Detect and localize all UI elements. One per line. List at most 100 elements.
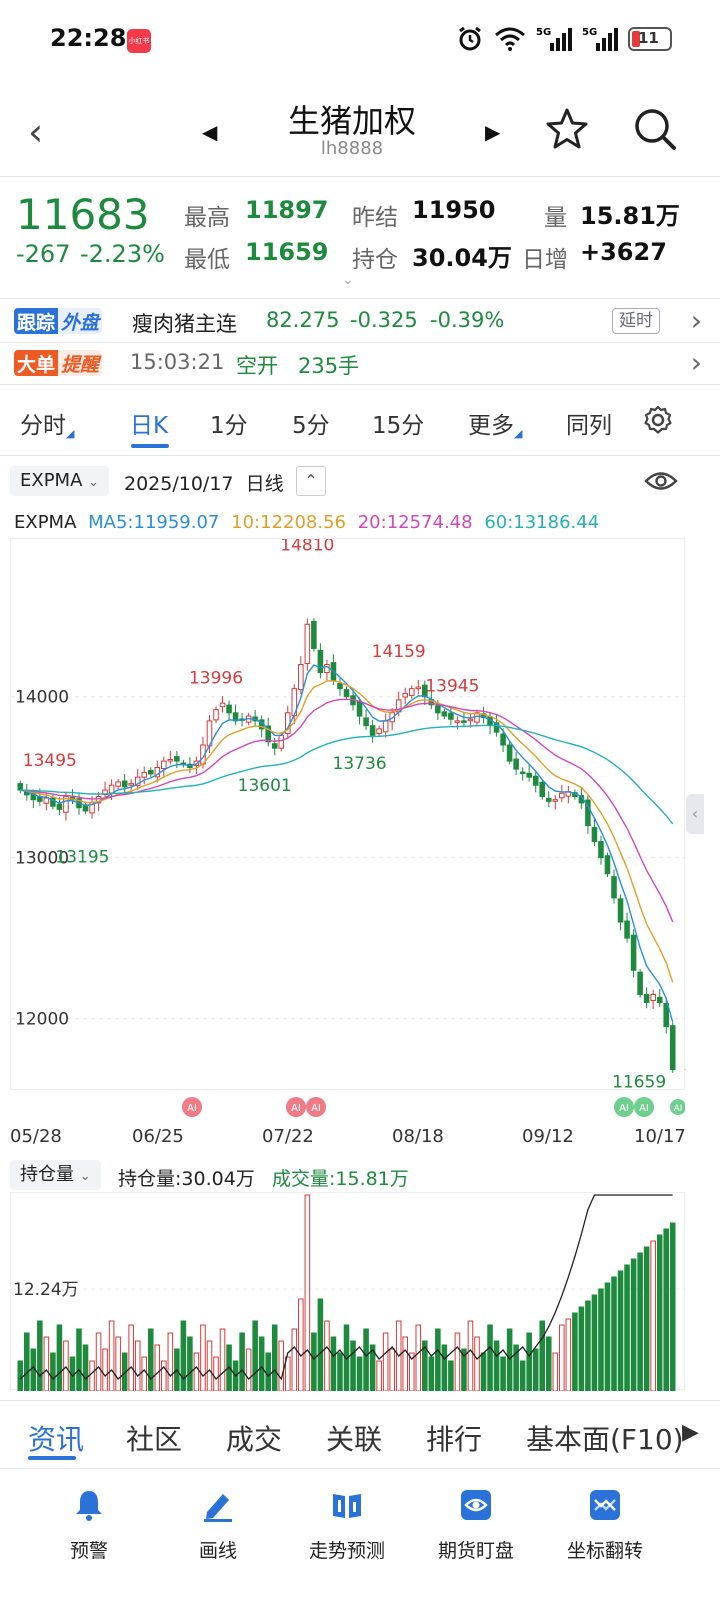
- battery-icon: 11: [628, 27, 672, 51]
- position-select[interactable]: 持仓量 ⌄: [10, 1160, 101, 1190]
- side-panel-handle-icon[interactable]: ‹: [686, 794, 704, 834]
- chevron-right-icon[interactable]: ›: [690, 304, 702, 337]
- volume-chart[interactable]: 12.24万: [10, 1192, 686, 1392]
- tab-news[interactable]: 资讯: [28, 1423, 85, 1456]
- candle-body: [271, 743, 278, 749]
- chevron-right-icon[interactable]: ›: [690, 346, 702, 379]
- search-icon[interactable]: [632, 106, 678, 152]
- price-change: -267: [16, 240, 71, 268]
- volume-bar: [578, 1306, 585, 1392]
- gear-icon[interactable]: [642, 404, 674, 436]
- volume-value: 15.81万: [580, 202, 680, 230]
- volume-bar: [572, 1312, 578, 1392]
- candle-body: [532, 775, 539, 786]
- dock-trend-forecast[interactable]: 走势预测: [282, 1488, 412, 1563]
- volume-bar: [585, 1300, 591, 1392]
- open-interest-value: 30.04万: [412, 244, 512, 272]
- volume-bar: [441, 1344, 448, 1392]
- volume-bar: [545, 1336, 552, 1392]
- volume-bar: [598, 1288, 604, 1392]
- tab-5min[interactable]: 5分: [292, 413, 330, 439]
- overseas-track-row[interactable]: 跟踪 外盘 瘦肉猪主连 82.275 -0.325 -0.39% 延时 ›: [0, 300, 720, 342]
- status-bar: 22:28 小红书 5G 5G 11: [0, 0, 720, 80]
- bell-icon: [76, 1491, 102, 1521]
- volume-bar: [50, 1352, 56, 1392]
- collapse-button[interactable]: ⌃: [296, 466, 326, 496]
- tab-related[interactable]: 关联: [326, 1423, 383, 1456]
- volume-bar: [76, 1328, 82, 1392]
- candle-body: [226, 704, 232, 714]
- divider: [0, 1400, 720, 1401]
- dock-alert[interactable]: 预警: [24, 1488, 154, 1563]
- volume-bar: [108, 1320, 115, 1392]
- last-price: 11683: [16, 190, 150, 239]
- pen-icon: [204, 1494, 232, 1522]
- big-order-time: 15:03:21: [130, 350, 225, 374]
- dock-draw[interactable]: 画线: [153, 1488, 283, 1563]
- scroll-right-arrow-icon[interactable]: ▶: [682, 1420, 699, 1445]
- volume-bar: [389, 1348, 395, 1392]
- volume-svg: 12.24万: [11, 1194, 686, 1392]
- candle-body: [134, 776, 141, 787]
- tab-15min[interactable]: 15分: [372, 413, 425, 439]
- dock-futures-watch[interactable]: 期货盯盘: [411, 1488, 541, 1563]
- tab-1min[interactable]: 1分: [210, 413, 248, 439]
- volume-bar: [252, 1320, 258, 1392]
- big-order-row[interactable]: 大单 提醒 15:03:21 空开 235手 ›: [0, 342, 720, 384]
- candle-body: [448, 712, 454, 720]
- indicator-select[interactable]: EXPMA ⌄: [10, 466, 110, 496]
- tab-ranking[interactable]: 排行: [426, 1423, 483, 1456]
- tab-community[interactable]: 社区: [126, 1423, 183, 1456]
- price-annotation: 13195: [55, 847, 109, 867]
- x-tick-label: 10/17: [634, 1126, 686, 1147]
- ai-marker-row: AI AI AI AI AI AI: [182, 1097, 685, 1117]
- tab-trades[interactable]: 成交: [226, 1423, 283, 1456]
- volume-bar: [519, 1360, 526, 1392]
- next-contract-arrow-icon[interactable]: ▶: [485, 120, 501, 144]
- volume-bar: [265, 1352, 271, 1392]
- candle-body: [161, 760, 167, 769]
- candle-body: [637, 971, 643, 995]
- candle-body: [552, 799, 559, 802]
- volume-bar: [500, 1356, 506, 1392]
- candle-body: [604, 855, 611, 875]
- candle-body: [591, 826, 598, 843]
- tab-daily-k[interactable]: 日K: [130, 413, 169, 439]
- track-change: -0.325: [350, 308, 418, 332]
- volume-bar: [493, 1340, 500, 1392]
- volume-bar: [630, 1258, 637, 1392]
- ema-60-line: [20, 724, 674, 825]
- track-tag: 跟踪 外盘: [14, 308, 103, 334]
- candle-body: [559, 792, 565, 799]
- prev-contract-arrow-icon[interactable]: ◀: [202, 120, 218, 144]
- kline-chart[interactable]: 14000 13000 12000 14810 13996 14159 13945 13495…: [10, 535, 706, 1092]
- volume-bar: [95, 1332, 102, 1392]
- star-icon[interactable]: [544, 106, 590, 152]
- expand-chevron-icon[interactable]: ⌄: [342, 272, 354, 288]
- price-annotation: 11659: [612, 1072, 666, 1091]
- volume-label: 量: [544, 205, 567, 231]
- tab-fundamentals[interactable]: 基本面(F10): [526, 1423, 684, 1456]
- volume-bar: [506, 1328, 513, 1392]
- dock-axis-flip[interactable]: 坐标翻转: [540, 1488, 670, 1563]
- signal-5g-icon-2: 5G: [582, 27, 618, 51]
- back-icon[interactable]: ‹: [28, 110, 44, 154]
- alarm-icon: [459, 26, 481, 51]
- eye-icon[interactable]: [644, 468, 678, 494]
- tab-intraday[interactable]: 分时◢: [20, 413, 75, 440]
- volume-bar: [161, 1360, 167, 1392]
- svg-text:AI: AI: [674, 1104, 683, 1114]
- volume-bar: [415, 1324, 422, 1392]
- candle-body: [304, 623, 311, 665]
- tab-same-row[interactable]: 同列: [566, 413, 612, 439]
- volume-bar: [89, 1360, 95, 1392]
- tab-more[interactable]: 更多◢: [468, 413, 523, 440]
- ma-legend: EXPMA MA5:11959.07 10:12208.56 20:12574.…: [14, 512, 600, 533]
- volume-bar: [363, 1328, 369, 1392]
- volume-bar: [37, 1320, 43, 1392]
- clock: 22:28: [50, 24, 127, 52]
- candle-body: [435, 705, 441, 714]
- candle-body: [219, 702, 226, 708]
- x-tick-label: 08/18: [392, 1126, 444, 1147]
- svg-text:5G: 5G: [582, 27, 597, 38]
